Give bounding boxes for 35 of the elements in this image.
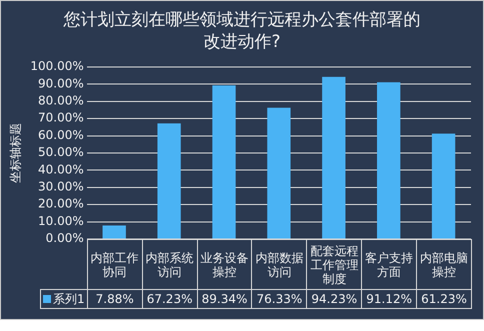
bar [432,134,456,238]
chart-title: 您计划立刻在哪些领域进行远程办公套件部署的改进动作? [62,9,422,53]
legend-label: 系列1 [52,292,85,306]
data-label: 7.88% [86,289,143,309]
y-axis-title: 坐标轴标题 [8,123,22,183]
y-tick-label: 50.00% [38,145,84,160]
y-tick-label: 20.00% [38,196,84,211]
x-tick-label: 内部电脑操控 [416,239,472,290]
data-label: 94.23% [306,289,362,309]
y-tick-label: 10.00% [38,214,84,228]
bar [212,85,236,238]
y-tick-label: 70.00% [38,110,84,125]
data-label: 61.23% [416,289,472,309]
bar [267,108,291,238]
y-tick-label: 30.00% [38,180,84,194]
y-tick-label: 80.00% [38,94,84,108]
bar [322,76,346,238]
bar [157,123,181,238]
x-tick-label: 客户支持方面 [361,239,418,290]
y-tick-label: 100.00% [30,59,84,74]
bar [102,225,126,238]
y-tick-label: 40.00% [38,162,84,176]
y-tick-label: 60.00% [38,128,84,142]
x-tick-label: 内部数据访问 [251,239,308,290]
y-tick-label: 90.00% [38,76,84,90]
y-tick-label: 0.00% [46,231,84,246]
x-tick-label: 配套远程工作管理制度 [306,239,362,290]
data-label: 76.33% [251,289,308,309]
data-label: 91.12% [361,289,418,309]
x-tick-label: 内部工作协同 [86,239,143,290]
x-tick-label: 内部系统访问 [142,239,198,290]
bar [377,82,400,238]
data-label: 67.23% [142,289,198,309]
x-tick-label: 业务设备操控 [196,239,252,290]
data-label: 89.34% [196,289,252,309]
